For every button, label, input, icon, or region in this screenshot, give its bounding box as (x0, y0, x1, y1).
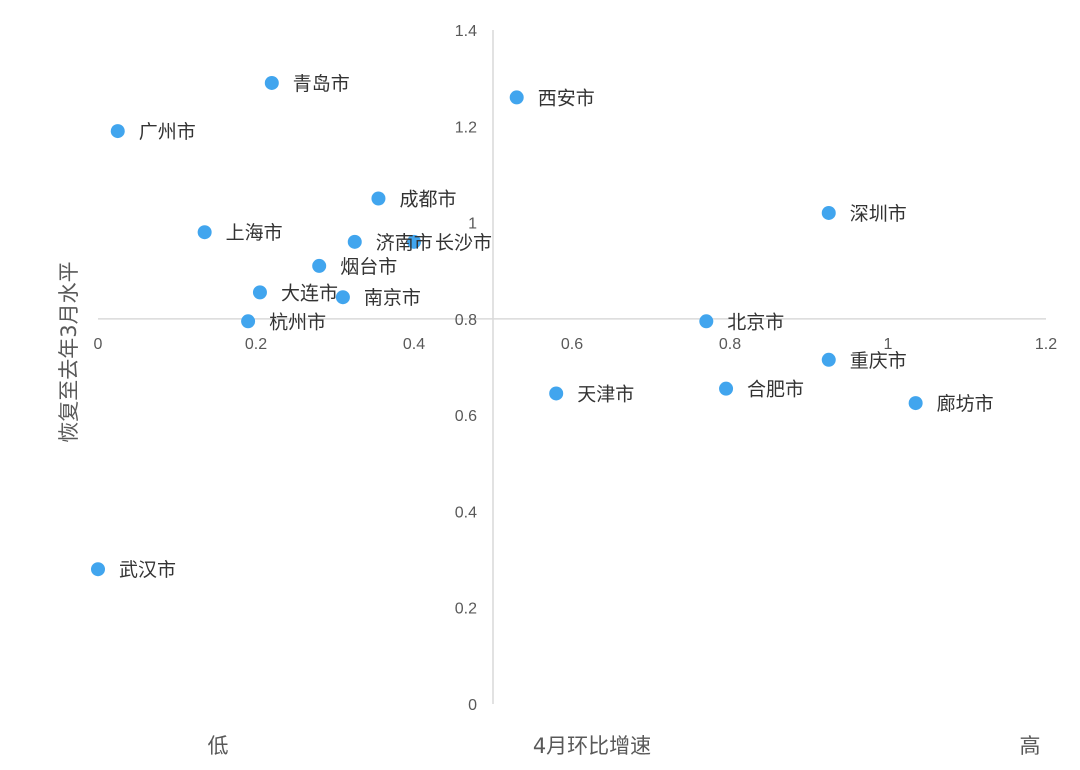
data-point (407, 234, 421, 249)
data-point (821, 352, 836, 367)
data-label: 上海市 (226, 222, 283, 244)
y-tick-label: 0.4 (455, 504, 477, 521)
data-label: 青岛市 (293, 73, 350, 95)
axes (98, 30, 1046, 704)
data-label: 北京市 (727, 311, 784, 333)
x-tick-label: 0.6 (561, 336, 583, 353)
data-label: 深圳市 (850, 203, 907, 225)
data-point (91, 562, 105, 577)
y-tick-label: 0.2 (455, 601, 477, 618)
data-point (335, 290, 350, 305)
x-tick-label: 1.2 (1035, 336, 1057, 353)
data-label: 武汉市 (119, 559, 176, 581)
data-label: 西安市 (538, 87, 595, 109)
data-label: 大连市 (281, 282, 338, 304)
x-tick-label: 0.8 (719, 336, 741, 353)
data-label: 广州市 (139, 121, 196, 143)
y-tick-label: 0.6 (455, 408, 477, 425)
data-label: 烟台市 (340, 256, 397, 278)
data-point (312, 258, 327, 273)
x-tick-label: 0.2 (245, 336, 267, 353)
data-point (347, 234, 362, 249)
data-points (91, 75, 923, 577)
data-point (252, 285, 267, 300)
y-axis-title: 恢复至去年3月水平 (57, 261, 81, 442)
data-point (264, 75, 279, 90)
x-tick-label: 0.4 (403, 336, 425, 353)
data-point (908, 396, 923, 411)
data-point (197, 225, 212, 240)
data-point (719, 381, 734, 396)
y-tick-label: 1 (468, 216, 477, 233)
data-label: 廊坊市 (937, 393, 994, 415)
x-axis-title: 4月环比增速 (533, 734, 651, 758)
x-tick-label: 0 (94, 336, 103, 353)
x-axis-low-label: 低 (208, 734, 229, 758)
data-point (821, 205, 836, 220)
data-label: 合肥市 (747, 379, 804, 401)
x-tick-label: 1 (884, 336, 893, 353)
data-label: 南京市 (364, 287, 421, 309)
data-point (509, 90, 524, 105)
tick-labels: 0 0.2 0.4 0.6 0.8 1 1.2 0 0.2 0.4 0.6 0.8 1 1.2 1.4 (94, 23, 1058, 714)
data-point (699, 314, 714, 329)
data-point (241, 314, 256, 329)
x-axis-high-label: 高 (1020, 734, 1041, 758)
data-label: 济南市 (376, 232, 433, 254)
data-point (549, 386, 564, 401)
data-label: 长沙市 (435, 232, 492, 254)
data-label: 重庆市 (850, 350, 907, 372)
data-point (110, 124, 125, 139)
y-tick-label: 0 (468, 697, 477, 714)
y-tick-label: 1.2 (455, 119, 477, 136)
y-tick-label: 0.8 (455, 312, 477, 329)
data-label: 成都市 (399, 189, 456, 211)
data-point (371, 191, 386, 206)
y-tick-label: 1.4 (455, 23, 477, 40)
data-label: 天津市 (577, 383, 634, 405)
data-label: 杭州市 (269, 311, 326, 333)
